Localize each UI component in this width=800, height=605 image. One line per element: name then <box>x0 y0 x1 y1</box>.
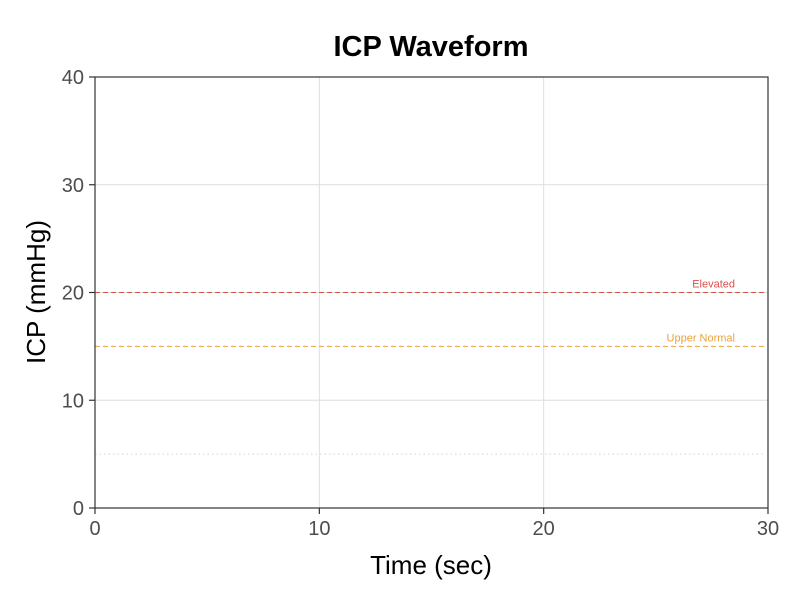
x-tick-label: 30 <box>757 518 779 540</box>
chart-title: ICP Waveform <box>334 31 529 63</box>
tick-layer: 0 10 20 30 0 10 20 30 40 <box>62 67 779 540</box>
y-tick-label: 40 <box>62 67 84 89</box>
x-axis-label: Time (sec) <box>370 550 492 580</box>
x-tick-label: 10 <box>308 518 330 540</box>
y-tick-label: 0 <box>73 498 84 520</box>
x-tick-label: 0 <box>89 518 100 540</box>
x-tick-label: 20 <box>533 518 555 540</box>
y-tick-label: 30 <box>62 175 84 197</box>
reference-line-label: Elevated <box>692 279 735 291</box>
reference-lines: Elevated Upper Normal <box>95 279 764 455</box>
y-tick-label: 20 <box>62 283 84 305</box>
y-tick-label: 10 <box>62 390 84 412</box>
y-axis-label: ICP (mmHg) <box>21 220 51 364</box>
reference-line-label: Upper Normal <box>667 332 735 344</box>
